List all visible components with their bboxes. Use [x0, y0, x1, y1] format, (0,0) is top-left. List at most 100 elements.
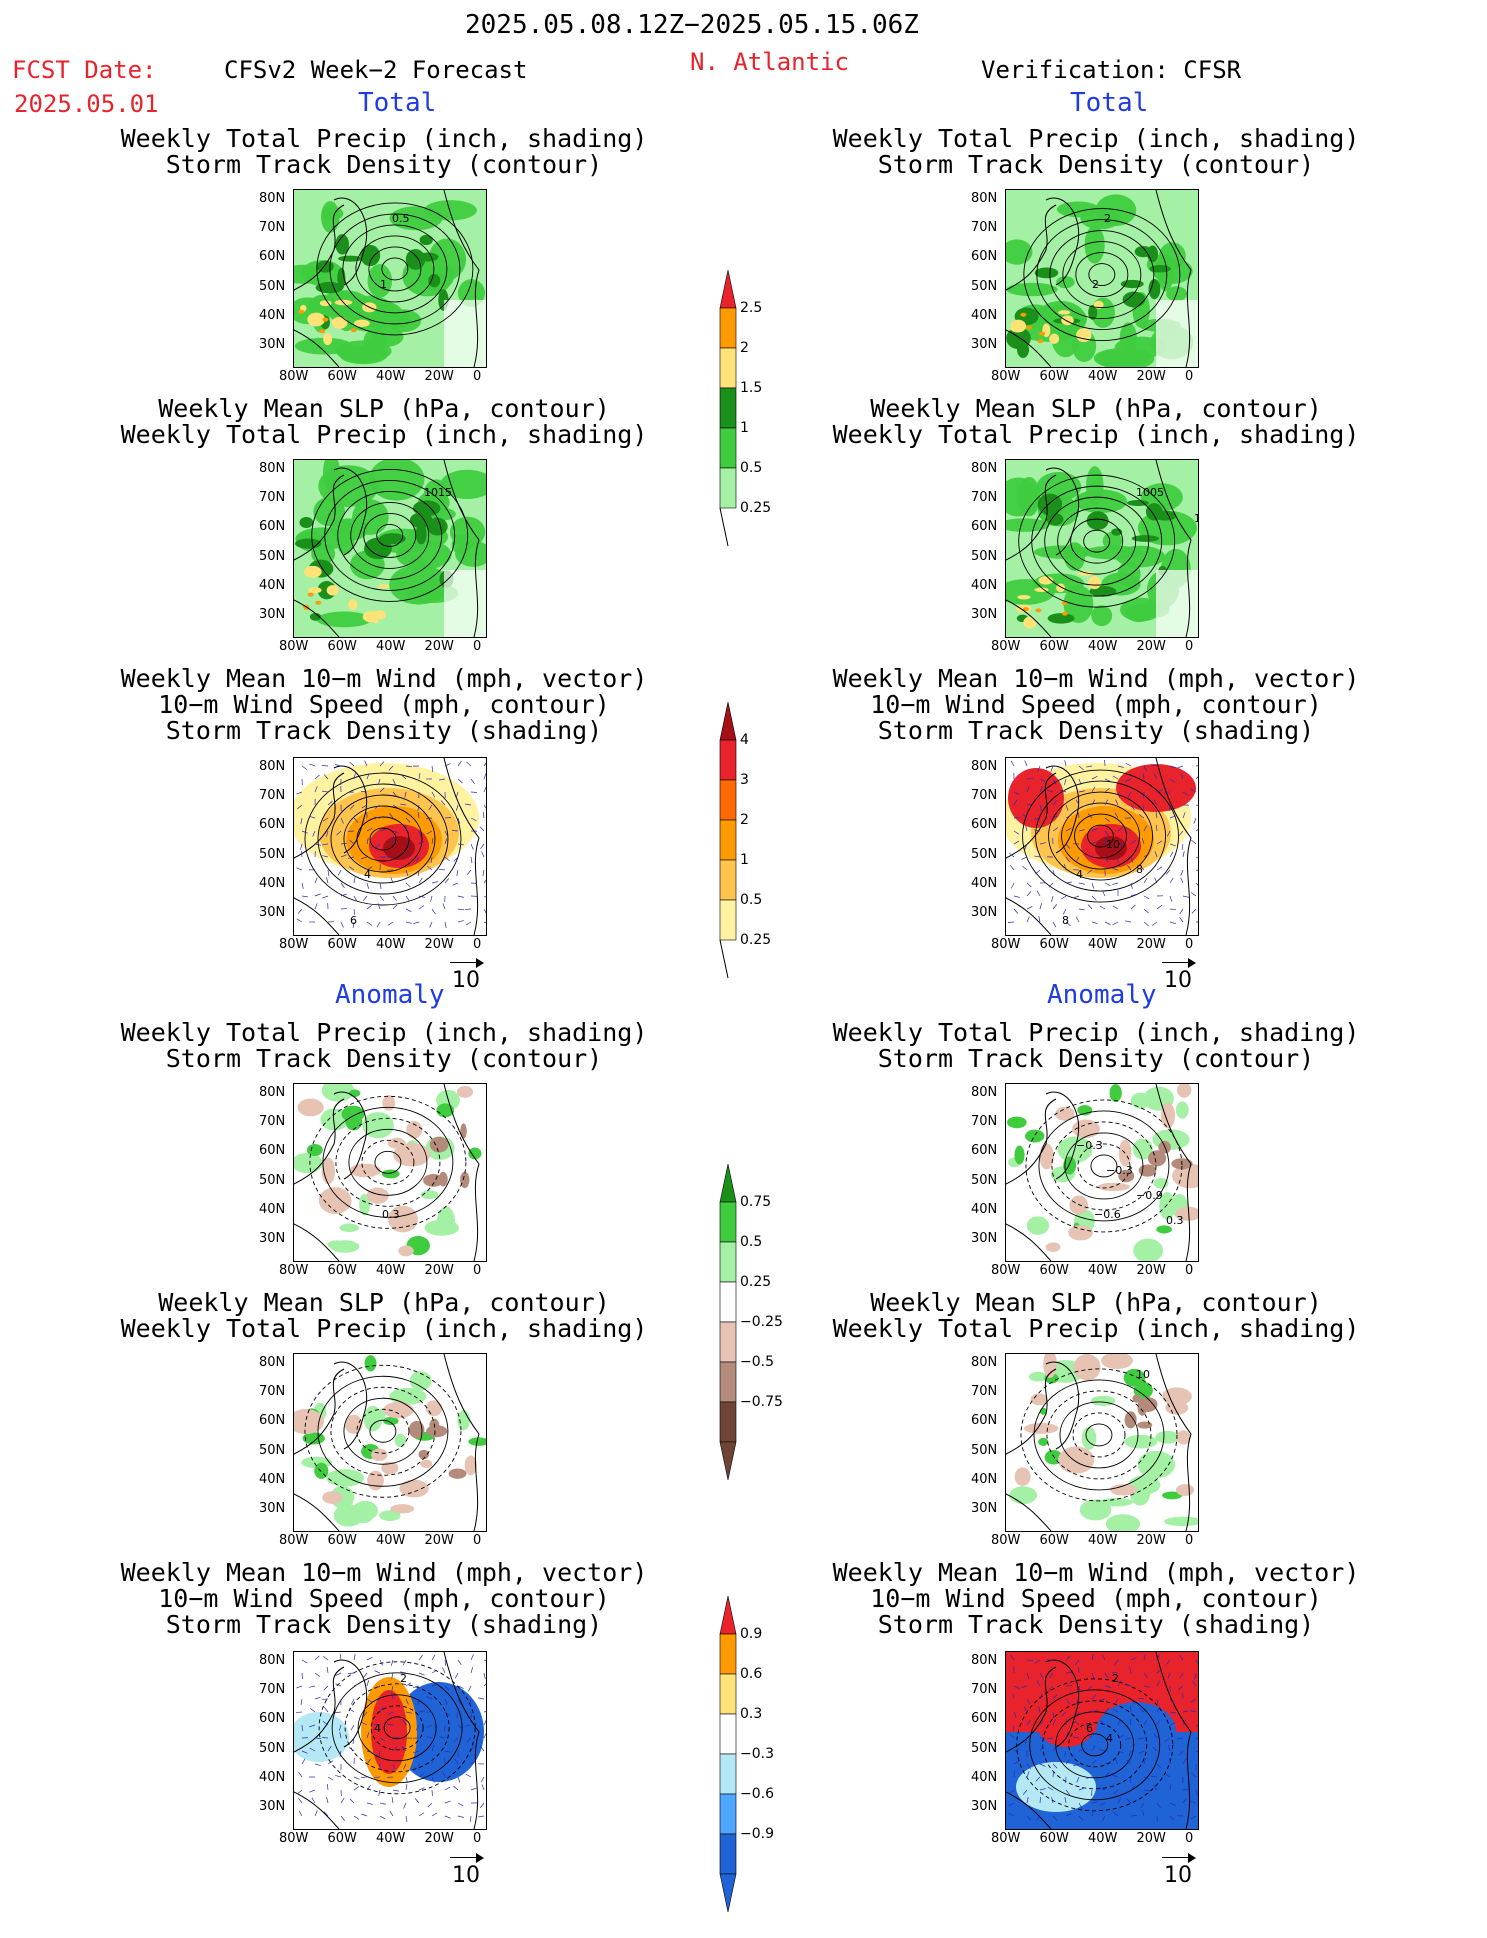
lat-tick-label: 70N: [971, 1114, 997, 1129]
lon-tick-label: 80W: [991, 369, 1020, 384]
lat-tick-label: 70N: [259, 490, 285, 505]
lat-tick-label: 70N: [259, 1682, 285, 1697]
colorbar-label: 0.5: [740, 892, 762, 908]
contour-label: 2: [1104, 212, 1111, 225]
colorbar-label: 3: [740, 772, 749, 788]
lon-tick-label: 20W: [425, 937, 454, 952]
fcst-date-value: 2025.05.01: [14, 90, 159, 118]
title-l-wa: Weekly Mean 10−m Wind (mph, vector)10−m …: [84, 1560, 684, 1638]
lat-tick-label: 50N: [971, 1741, 997, 1756]
vector-ref-r-anom: 10: [1158, 1853, 1198, 1888]
colorbar-label: 2.5: [740, 300, 762, 316]
lon-tick-label: 40W: [1088, 639, 1117, 654]
colorbar-label: −0.3: [740, 1746, 774, 1762]
lat-tick-label: 60N: [259, 1143, 285, 1158]
title-l-pa: Weekly Total Precip (inch, shading)Storm…: [84, 1020, 684, 1072]
lat-tick-label: 70N: [971, 1682, 997, 1697]
fcst-date-label: FCST Date:: [12, 56, 157, 84]
lon-tick-label: 20W: [425, 1263, 454, 1278]
contour-label: 0.3: [382, 1208, 400, 1221]
lat-tick-label: 70N: [259, 788, 285, 803]
title-r-wa: Weekly Mean 10−m Wind (mph, vector)10−m …: [796, 1560, 1396, 1638]
lat-tick-label: 80N: [259, 1085, 285, 1100]
contour-label: 8: [1062, 914, 1069, 927]
lat-tick-label: 30N: [259, 1799, 285, 1814]
lat-tick-label: 50N: [971, 549, 997, 564]
map-r_sp: 10051007.5: [1005, 459, 1199, 638]
lon-tick-label: 40W: [1088, 1831, 1117, 1846]
lon-tick-label: 80W: [279, 1263, 308, 1278]
lon-tick-label: 60W: [1040, 1533, 1069, 1548]
lon-tick-label: 60W: [328, 1533, 357, 1548]
colorbar-label: 0.3: [740, 1706, 762, 1722]
lon-tick-label: 0: [473, 1533, 481, 1548]
lat-tick-label: 60N: [971, 817, 997, 832]
lat-tick-label: 80N: [971, 759, 997, 774]
colorbar-label: 2: [740, 340, 749, 356]
title-l-pt: Weekly Total Precip (inch, shading)Storm…: [84, 126, 684, 178]
lat-tick-label: 40N: [971, 578, 997, 593]
lon-tick-label: 20W: [425, 369, 454, 384]
lat-tick-label: 30N: [259, 1231, 285, 1246]
lon-tick-label: 60W: [1040, 1263, 1069, 1278]
colorbar-label: 1: [740, 852, 749, 868]
period-title: 2025.05.08.12Z−2025.05.15.06Z: [465, 10, 919, 40]
lon-tick-label: 60W: [1040, 369, 1069, 384]
vector-ref-r-total: 10: [1158, 958, 1198, 993]
lat-tick-label: 60N: [971, 1413, 997, 1428]
arrow-icon: [1158, 1853, 1198, 1863]
contour-label: 2: [1112, 1672, 1119, 1685]
lat-tick-label: 30N: [259, 607, 285, 622]
lat-tick-label: 80N: [971, 1653, 997, 1668]
contour-label: −0.9: [1136, 1189, 1163, 1202]
lon-tick-label: 40W: [376, 937, 405, 952]
lon-tick-label: 80W: [279, 369, 308, 384]
lat-tick-label: 60N: [259, 1711, 285, 1726]
right-column-title: Verification: CFSR: [981, 56, 1241, 84]
colorbar-label: 0.25: [740, 500, 771, 516]
lat-tick-label: 30N: [971, 607, 997, 622]
contour-label: −0.3: [1106, 1164, 1133, 1177]
vector-ref-l-total: 10: [446, 958, 486, 993]
right-anomaly-label: Anomaly: [1047, 980, 1157, 1010]
lat-tick-label: 40N: [971, 1770, 997, 1785]
colorbar-label: 0.75: [740, 1194, 771, 1210]
lon-tick-label: 0: [1185, 1533, 1193, 1548]
lat-tick-label: 40N: [259, 308, 285, 323]
lon-tick-label: 20W: [1137, 639, 1166, 654]
lon-tick-label: 80W: [279, 937, 308, 952]
region-title: N. Atlantic: [690, 48, 849, 76]
title-r-sp: Weekly Mean SLP (hPa, contour)Weekly Tot…: [796, 396, 1396, 448]
left-column-title: CFSv2 Week−2 Forecast: [224, 56, 527, 84]
lon-tick-label: 0: [1185, 1831, 1193, 1846]
lat-tick-label: 30N: [259, 337, 285, 352]
lon-tick-label: 0: [1185, 1263, 1193, 1278]
lat-tick-label: 70N: [971, 220, 997, 235]
contour-label: 0.3: [1166, 1214, 1184, 1227]
lat-tick-label: 80N: [259, 1653, 285, 1668]
lat-tick-label: 80N: [259, 1355, 285, 1370]
colorbar-label: 4: [740, 732, 749, 748]
lat-tick-label: 60N: [259, 519, 285, 534]
lon-tick-label: 40W: [376, 1533, 405, 1548]
arrow-icon: [446, 1853, 486, 1863]
lon-tick-label: 20W: [1137, 1831, 1166, 1846]
lon-tick-label: 80W: [991, 1533, 1020, 1548]
colorbar-label: −0.5: [740, 1354, 774, 1370]
lat-tick-label: 30N: [971, 1231, 997, 1246]
map-l_sp: 1015: [293, 459, 487, 638]
title-l-sa: Weekly Mean SLP (hPa, contour)Weekly Tot…: [84, 1290, 684, 1342]
contour-label: 6: [350, 914, 357, 927]
lon-tick-label: 60W: [328, 369, 357, 384]
contour-label: 1007.5: [1194, 512, 1198, 525]
lat-tick-label: 70N: [971, 490, 997, 505]
contour-label: 10: [1106, 838, 1120, 851]
lon-tick-label: 40W: [1088, 1263, 1117, 1278]
lat-tick-label: 80N: [971, 461, 997, 476]
lat-tick-label: 60N: [259, 817, 285, 832]
